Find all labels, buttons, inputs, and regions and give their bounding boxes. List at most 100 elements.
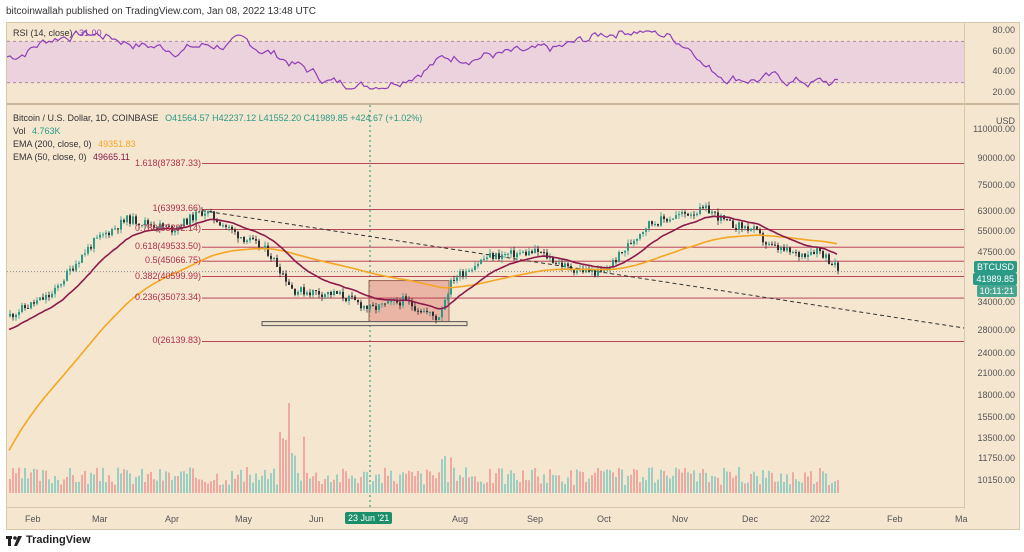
candle-body: [810, 251, 812, 255]
volume-bar: [393, 480, 395, 493]
chart-frame[interactable]: RSI (14, close) 31.00 Bitcoin / U.S. Dol…: [6, 22, 1020, 530]
candle-body: [492, 253, 494, 259]
candle-body: [432, 311, 434, 316]
volume-bar: [177, 476, 179, 493]
rsi-line: [6, 30, 839, 90]
candle-body: [540, 251, 542, 253]
candle-body: [324, 294, 326, 297]
time-tick: Oct: [597, 514, 612, 524]
volume-bar: [141, 468, 143, 493]
candle-body: [90, 246, 92, 249]
volume-bar: [747, 482, 749, 493]
candle-body: [675, 215, 677, 219]
volume-bar: [372, 481, 374, 493]
price-scale[interactable]: 80.00 60.00 40.00 20.00 110000.00 90000.00 75…: [964, 23, 1019, 509]
rsi-pane[interactable]: RSI (14, close) 31.00: [6, 23, 965, 101]
candle-body: [669, 219, 671, 222]
volume-bar: [243, 481, 245, 493]
candle-body: [189, 214, 191, 225]
candle-body: [618, 252, 620, 263]
candle-body: [759, 229, 761, 234]
ema50-value: 49665.11: [93, 152, 130, 162]
candle-body: [651, 221, 653, 225]
candle-body: [471, 270, 473, 272]
candle-body: [537, 248, 539, 252]
candle-body: [726, 219, 728, 221]
candle-body: [798, 252, 800, 257]
price-tick: 10150.00: [977, 474, 1015, 485]
volume-bar: [654, 482, 656, 493]
ohlc-values: O41564.57 H42237.12 L41552.20 C41989.85 …: [165, 113, 423, 123]
candle-body: [456, 277, 458, 281]
candle-body: [438, 317, 440, 321]
price-tick: 15500.00: [977, 412, 1015, 423]
volume-bar: [573, 484, 575, 493]
candle-body: [660, 216, 662, 226]
candle-body: [468, 270, 470, 272]
candle-body: [738, 222, 740, 230]
candle-body: [426, 310, 428, 313]
candle-body: [741, 222, 743, 229]
volume-bar: [252, 482, 254, 493]
volume-bar: [645, 480, 647, 493]
volume-bar: [474, 476, 476, 493]
volume-bar: [459, 475, 461, 493]
candle-body: [435, 315, 437, 321]
candle-body: [351, 295, 353, 297]
volume-bar: [486, 482, 488, 493]
candle-body: [399, 302, 401, 306]
price-tick: 55000.00: [977, 225, 1015, 236]
volume-bar: [84, 471, 86, 493]
volume-bar: [213, 480, 215, 493]
candle-body: [834, 262, 836, 265]
candle-body: [690, 214, 692, 216]
pane-divider[interactable]: [7, 103, 1019, 105]
fib-label: 0.618(49533.50): [134, 241, 201, 252]
symbol-label: Bitcoin / U.S. Dollar, 1D, COINBASE: [13, 113, 159, 123]
volume-bar: [204, 481, 206, 493]
candle-body: [504, 254, 506, 256]
volume-bar: [492, 483, 494, 493]
volume-bar: [666, 475, 668, 493]
volume-bar: [21, 478, 23, 493]
volume-bar: [408, 470, 410, 493]
volume-bar: [579, 471, 581, 493]
candle-body: [327, 291, 329, 295]
candle-body: [369, 304, 371, 309]
time-axis[interactable]: Feb Mar Apr May Jun Aug Sep Oct Nov Dec 2022 Feb Ma …: [7, 507, 968, 530]
volume-bar: [375, 474, 377, 493]
candle-body: [33, 302, 35, 304]
volume-bar: [603, 471, 605, 493]
volume-bar: [315, 472, 317, 493]
ema50-legend: EMA (50, close, 0) 49665.11: [13, 152, 130, 162]
volume-bar: [786, 474, 788, 493]
rsi-tick: 40.00: [992, 66, 1015, 77]
volume-bar: [594, 472, 596, 493]
candle-body: [831, 263, 833, 265]
volume-bar: [105, 482, 107, 493]
volume-bar: [303, 436, 305, 493]
price-pane[interactable]: Bitcoin / U.S. Dollar, 1D, COINBASE O415…: [7, 105, 966, 507]
fib-label: 0.236(35073.34): [134, 292, 201, 303]
candle-body: [105, 232, 107, 235]
volume-bar: [45, 470, 47, 493]
rsi-tick: 20.00: [992, 87, 1015, 97]
candle-body: [12, 313, 14, 318]
candle-body: [138, 223, 140, 226]
candle-body: [552, 257, 554, 263]
crosshair-date-label: 23 Jun '21: [345, 512, 393, 524]
volume-bar: [309, 478, 311, 493]
volume-bar: [636, 469, 638, 493]
volume-bar: [168, 472, 170, 493]
candle-body: [489, 253, 491, 258]
volume-bar: [558, 475, 560, 493]
candle-body: [348, 295, 350, 302]
volume-bar: [597, 467, 599, 493]
volume-bar: [516, 479, 518, 493]
candle-body: [381, 303, 383, 305]
volume-bar: [264, 469, 266, 493]
candle-body: [753, 226, 755, 229]
volume-bar: [822, 471, 824, 493]
candle-body: [654, 224, 656, 226]
ema200-label: EMA (200, close, 0): [13, 139, 92, 149]
